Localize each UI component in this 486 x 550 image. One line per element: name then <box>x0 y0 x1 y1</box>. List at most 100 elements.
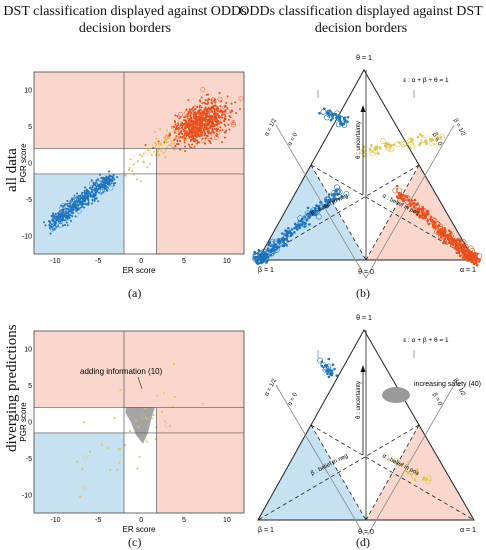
data-point <box>163 392 166 395</box>
data-point <box>201 115 207 121</box>
data-point <box>159 142 163 145</box>
data-point <box>306 206 310 210</box>
data-point <box>80 200 83 204</box>
y-tick-label: -5 <box>26 197 32 204</box>
side-label-beta-half: β = 1/2 <box>452 118 466 138</box>
vertex-label-top: θ = 1 <box>356 315 372 322</box>
data-point <box>164 423 170 429</box>
data-point <box>57 219 60 222</box>
data-point <box>190 116 193 119</box>
data-point <box>257 261 261 265</box>
data-point <box>171 126 174 129</box>
data-point <box>107 175 111 178</box>
data-point <box>224 131 227 134</box>
data-point <box>330 369 334 373</box>
data-point <box>214 101 217 104</box>
data-point <box>113 178 116 181</box>
data-point <box>87 203 90 206</box>
data-point <box>210 120 213 123</box>
y-tick-label: 0 <box>28 420 32 427</box>
side-label-alpha-zero: α = 0 <box>287 132 299 147</box>
dashed-line <box>257 164 420 261</box>
data-point <box>84 193 87 196</box>
data-point <box>135 178 138 181</box>
vertex-label-right: α = 1 <box>460 527 476 534</box>
data-point <box>417 212 424 218</box>
data-point <box>194 134 197 138</box>
data-point <box>439 136 443 139</box>
y-tick-label: 0 <box>28 161 32 168</box>
data-point <box>193 129 196 132</box>
data-point <box>183 122 186 125</box>
data-point <box>207 101 210 105</box>
data-point <box>379 138 386 145</box>
data-point <box>195 125 198 129</box>
data-point <box>476 253 482 259</box>
data-point <box>178 127 181 130</box>
data-point <box>238 108 242 111</box>
data-point <box>164 155 167 159</box>
data-point <box>220 100 223 103</box>
dashed-line <box>310 424 475 521</box>
data-point <box>172 148 175 151</box>
data-point <box>475 259 478 262</box>
data-point <box>300 223 303 226</box>
data-point <box>205 112 208 115</box>
data-point <box>137 426 140 429</box>
data-point <box>183 116 186 119</box>
data-point <box>149 162 152 165</box>
data-point <box>159 128 162 131</box>
vertex-label-bottom: θ = 0 <box>358 269 374 276</box>
data-point <box>197 134 200 137</box>
data-point <box>327 370 330 373</box>
data-point <box>210 114 213 118</box>
data-point <box>85 197 88 200</box>
plot-frame <box>33 71 245 255</box>
data-point <box>210 137 213 140</box>
data-point <box>304 210 311 217</box>
data-point <box>213 98 216 101</box>
data-point <box>173 395 176 399</box>
data-point <box>110 182 113 185</box>
data-point <box>223 113 226 116</box>
data-point <box>107 170 111 173</box>
data-point <box>48 223 54 229</box>
annotation-increasing-safety: increasing safety (40) <box>414 381 481 388</box>
data-point <box>108 185 114 191</box>
data-point <box>163 138 166 141</box>
data-point <box>394 141 401 148</box>
legend: ε : α + β + θ = 1 <box>403 77 449 84</box>
data-point <box>392 458 399 465</box>
data-point <box>330 198 333 202</box>
data-point <box>204 124 207 127</box>
data-point <box>99 184 102 187</box>
data-point <box>329 119 333 122</box>
data-point <box>335 115 342 121</box>
data-point <box>415 468 419 471</box>
data-point <box>332 113 336 116</box>
data-point <box>410 137 413 141</box>
data-point <box>92 185 97 190</box>
data-point <box>463 245 466 249</box>
data-point <box>258 250 261 253</box>
data-point <box>191 126 194 129</box>
adding-information-region <box>125 407 155 444</box>
data-point <box>197 110 200 113</box>
annotation-adding-information: adding information (10) <box>80 367 163 376</box>
region-negative <box>34 432 124 513</box>
data-point <box>421 212 428 219</box>
data-point <box>400 141 407 148</box>
data-point <box>71 215 74 218</box>
data-point <box>227 118 231 121</box>
data-point <box>229 111 232 114</box>
data-point <box>91 198 94 201</box>
data-point <box>197 141 200 144</box>
data-point <box>190 108 193 111</box>
data-point <box>254 259 258 262</box>
data-point <box>200 119 203 122</box>
data-point <box>219 126 222 129</box>
data-point <box>263 252 270 259</box>
data-point <box>200 106 203 109</box>
data-point <box>112 184 116 187</box>
data-point <box>446 238 452 244</box>
